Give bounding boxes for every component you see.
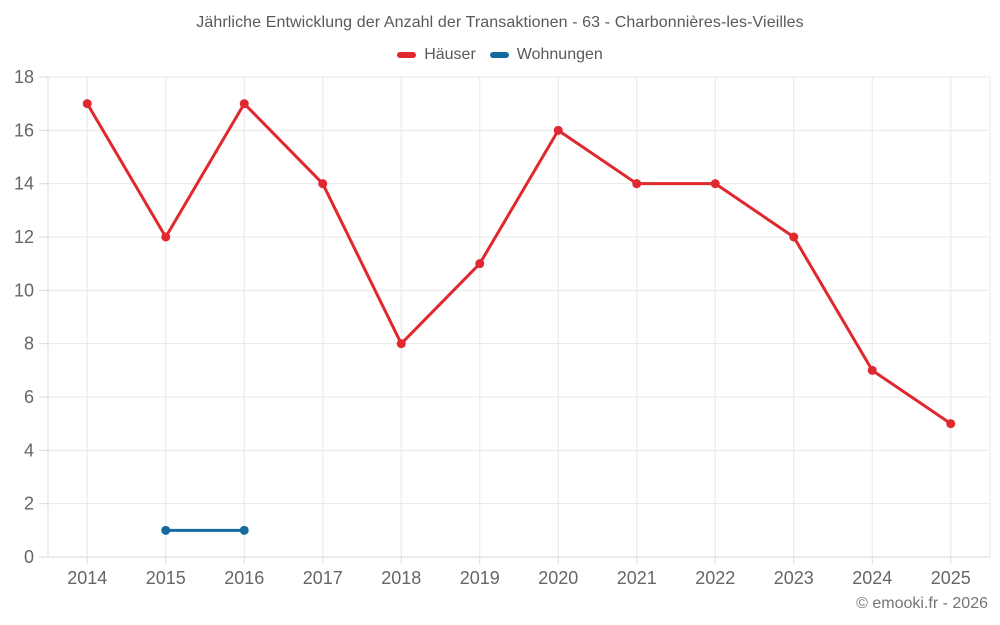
x-tick-label: 2022 xyxy=(695,568,735,588)
x-tick-label: 2023 xyxy=(774,568,814,588)
legend-label-wohnungen: Wohnungen xyxy=(516,46,603,63)
y-tick-label: 6 xyxy=(24,387,34,407)
legend-swatch-wohnungen xyxy=(489,52,509,58)
legend-label-haeuser: Häuser xyxy=(424,46,476,63)
data-point-wohnungen-2015[interactable] xyxy=(161,525,171,535)
y-tick-label: 2 xyxy=(24,494,34,514)
x-tick-label: 2015 xyxy=(146,568,186,588)
data-point-haeuser-2020[interactable] xyxy=(553,125,563,135)
x-tick-label: 2014 xyxy=(67,568,107,588)
x-tick-label: 2020 xyxy=(538,568,578,588)
data-point-haeuser-2024[interactable] xyxy=(867,365,877,375)
copyright-footer: © emooki.fr - 2026 xyxy=(856,595,988,612)
x-tick-label: 2017 xyxy=(303,568,343,588)
chart-title: Jährliche Entwicklung der Anzahl der Tra… xyxy=(196,14,804,31)
series-segment-haeuser xyxy=(556,128,639,186)
legend-swatch-haeuser xyxy=(397,52,417,58)
legend-item-haeuser[interactable]: Häuser xyxy=(397,46,476,64)
x-tick-label: 2025 xyxy=(931,568,971,588)
legend-item-wohnungen[interactable]: Wohnungen xyxy=(489,46,603,64)
data-point-haeuser-2014[interactable] xyxy=(82,99,92,109)
series-segment-haeuser xyxy=(242,102,325,186)
x-tick-label: 2016 xyxy=(224,568,264,588)
data-point-haeuser-2021[interactable] xyxy=(632,179,642,189)
series-segment-haeuser xyxy=(321,182,403,346)
y-tick-label: 0 xyxy=(24,547,34,567)
series-segment-haeuser xyxy=(164,102,246,239)
data-point-haeuser-2018[interactable] xyxy=(396,339,406,349)
y-tick-label: 16 xyxy=(14,120,34,140)
y-tick-label: 8 xyxy=(24,334,34,354)
data-point-haeuser-2015[interactable] xyxy=(161,232,171,242)
y-tick-label: 12 xyxy=(14,227,34,247)
data-point-haeuser-2023[interactable] xyxy=(789,232,799,242)
series-segment-haeuser xyxy=(399,262,482,346)
data-point-haeuser-2025[interactable] xyxy=(946,419,956,429)
x-tick-label: 2021 xyxy=(617,568,657,588)
data-point-haeuser-2022[interactable] xyxy=(710,179,720,189)
y-tick-label: 10 xyxy=(14,280,34,300)
series-segment-haeuser xyxy=(792,235,874,372)
y-tick-label: 18 xyxy=(14,67,34,87)
series-segment-haeuser xyxy=(713,182,796,239)
data-point-wohnungen-2016[interactable] xyxy=(239,525,249,535)
x-tick-label: 2024 xyxy=(852,568,892,588)
x-tick-label: 2018 xyxy=(381,568,421,588)
series-segment-haeuser xyxy=(870,368,953,426)
data-point-haeuser-2019[interactable] xyxy=(475,259,485,269)
series-segment-haeuser xyxy=(478,128,560,266)
y-tick-label: 14 xyxy=(14,174,34,194)
x-tick-label: 2019 xyxy=(460,568,500,588)
data-point-haeuser-2017[interactable] xyxy=(318,179,328,189)
chart-legend: Häuser Wohnungen xyxy=(0,46,1000,64)
series-segment-haeuser xyxy=(85,102,168,239)
y-tick-label: 4 xyxy=(24,440,34,460)
data-point-haeuser-2016[interactable] xyxy=(239,99,249,109)
